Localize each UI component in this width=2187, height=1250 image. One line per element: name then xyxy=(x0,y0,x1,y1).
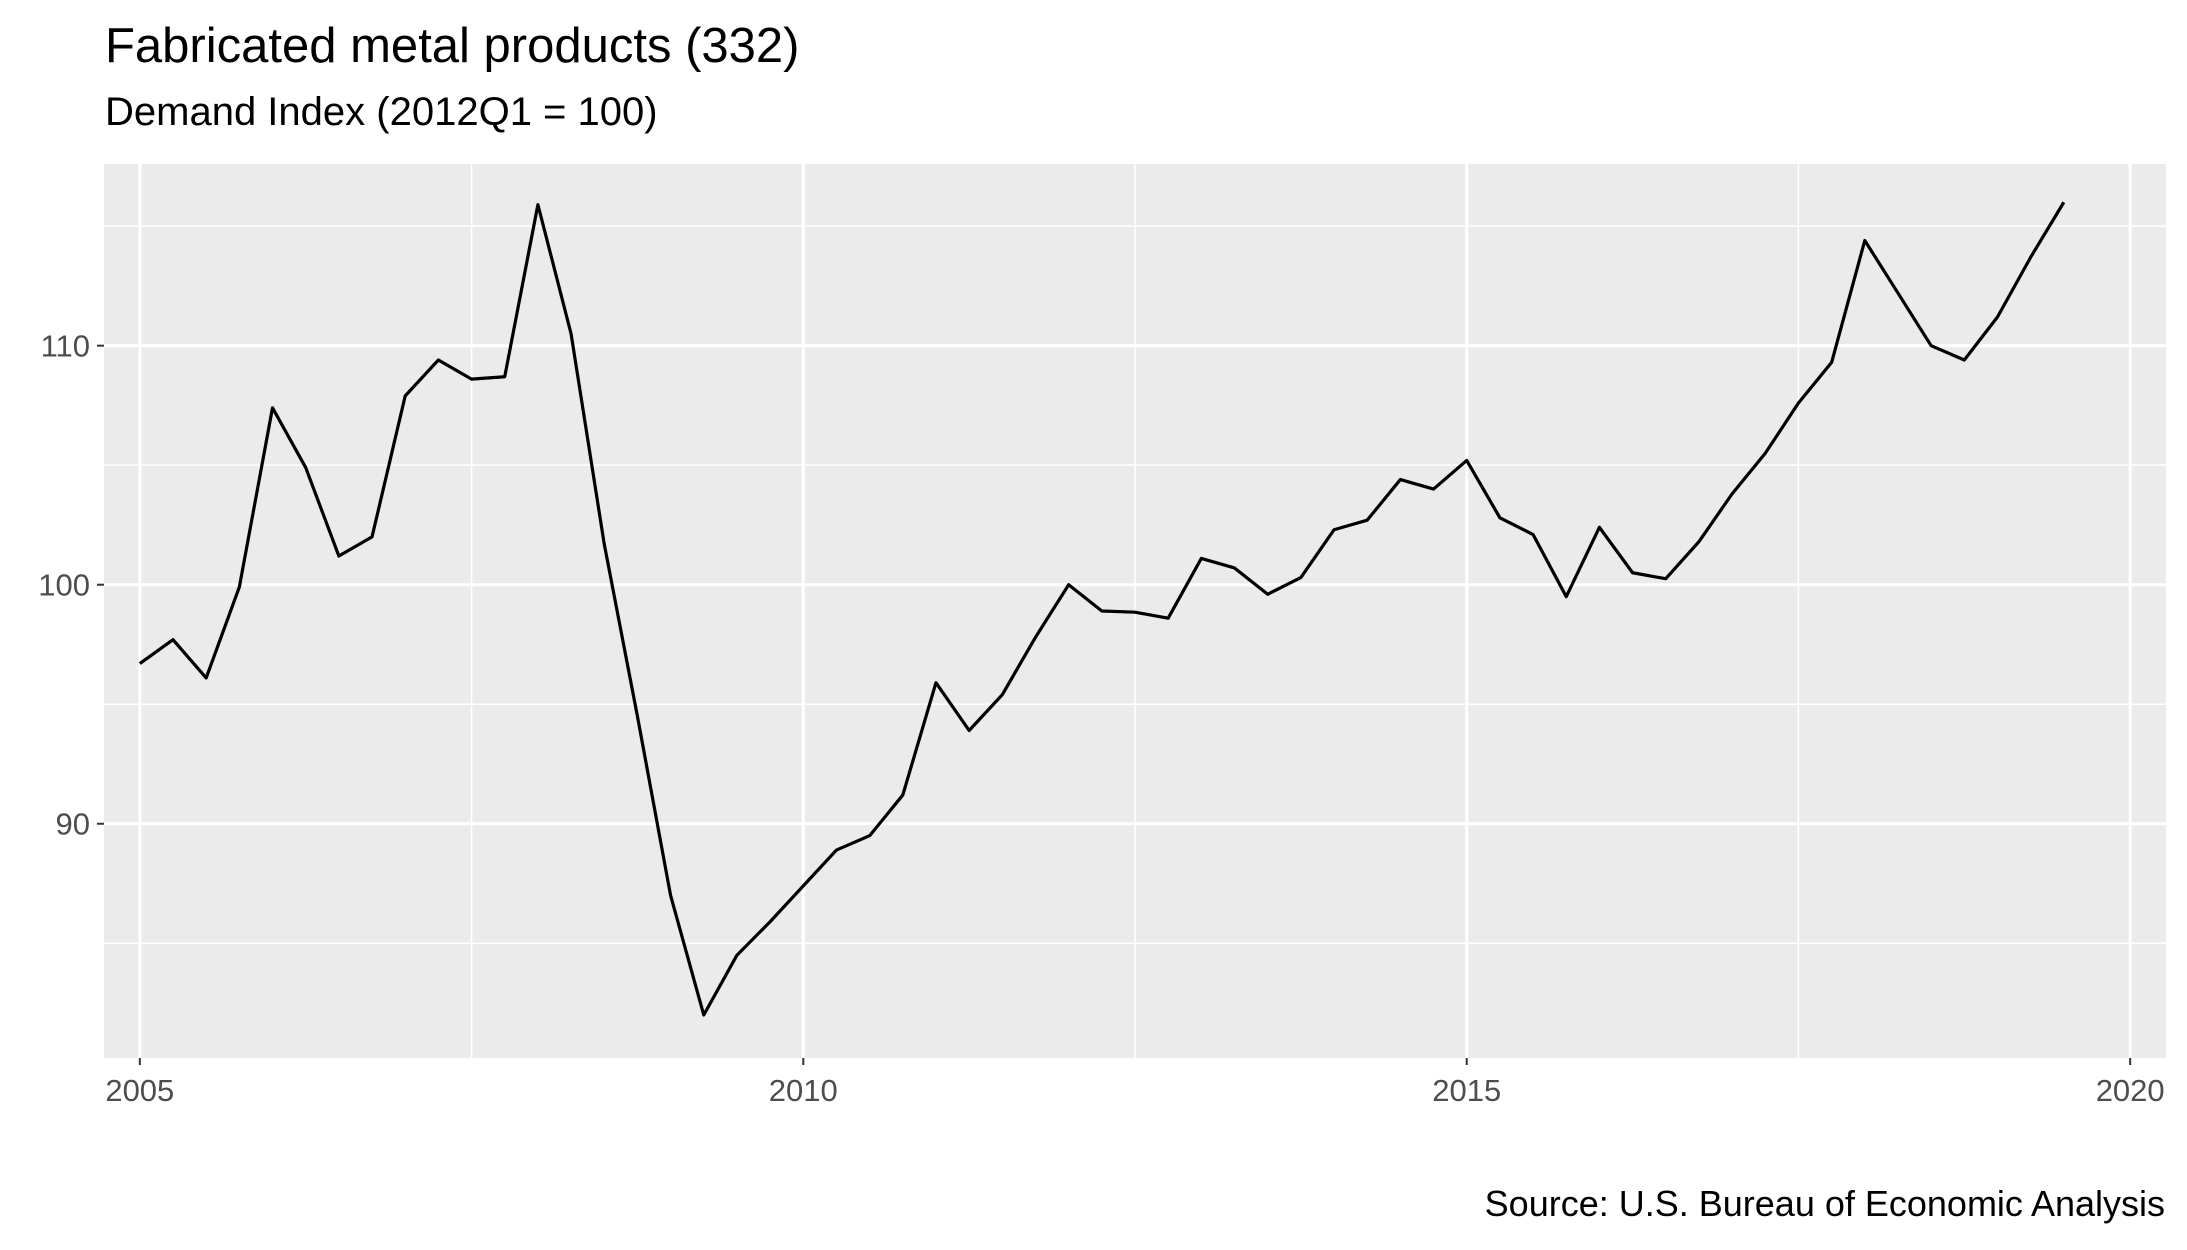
y-tick-label: 100 xyxy=(38,568,90,603)
y-tick-label: 110 xyxy=(41,329,90,364)
y-tick-label: 90 xyxy=(56,807,90,842)
x-tick-label: 2020 xyxy=(2096,1073,2165,1108)
source-caption: Source: U.S. Bureau of Economic Analysis xyxy=(1484,1183,2165,1224)
x-tick-label: 2015 xyxy=(1432,1073,1501,1108)
series-line xyxy=(138,201,2066,1017)
chart-title: Fabricated metal products (332) xyxy=(105,19,800,73)
x-tick-label: 2010 xyxy=(769,1073,838,1108)
chart-subtitle: Demand Index (2012Q1 = 100) xyxy=(105,90,658,134)
x-tick-label: 2005 xyxy=(105,1073,174,1108)
